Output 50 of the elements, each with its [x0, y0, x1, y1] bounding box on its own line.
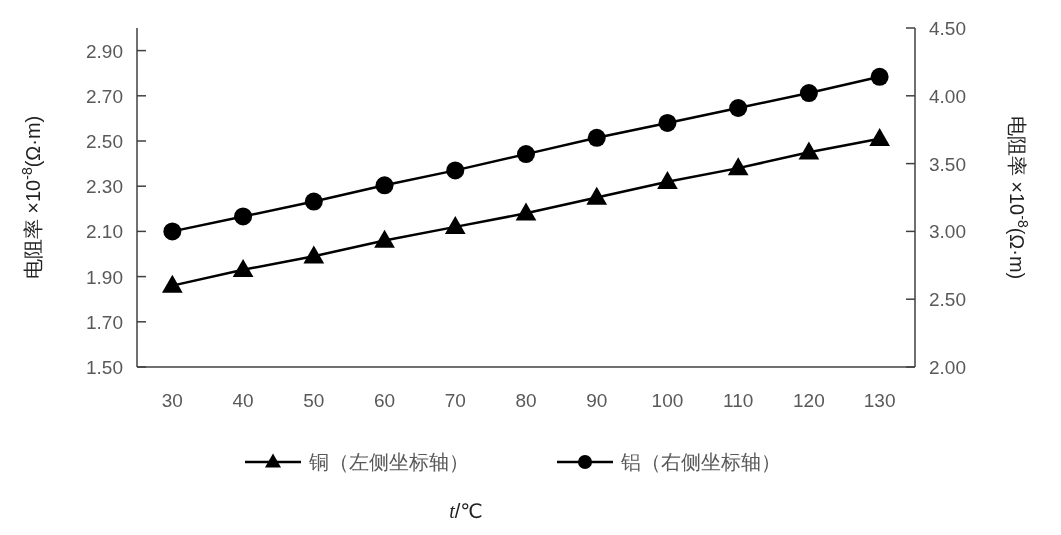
point — [234, 207, 253, 226]
x-tick-label: 130 — [863, 390, 896, 411]
y2-tick-label: 2.00 — [929, 357, 966, 378]
y-tick-label: 2.10 — [86, 221, 123, 243]
point — [729, 99, 748, 117]
x-tick-label: 90 — [586, 390, 608, 411]
y2-tick-label: 3.50 — [929, 153, 966, 175]
point — [515, 202, 537, 221]
point — [727, 157, 749, 176]
x-tick-label: 40 — [232, 390, 254, 411]
y2-tick-label: 4.50 — [929, 18, 966, 39]
x-tick-label: 80 — [515, 390, 537, 411]
point — [444, 216, 466, 235]
legend-label: 铝（右侧坐标轴） — [620, 451, 781, 473]
y-tick-label: 2.90 — [86, 40, 123, 62]
y2-tick-label: 4.00 — [929, 85, 966, 107]
point — [303, 245, 325, 264]
point — [587, 128, 606, 147]
y-tick-label: 1.50 — [86, 357, 123, 378]
point — [798, 141, 820, 160]
point — [374, 229, 395, 248]
point — [163, 222, 182, 241]
point — [657, 170, 678, 189]
x-tick-label: 70 — [444, 390, 466, 411]
x-tick-label: 100 — [651, 390, 684, 411]
point — [162, 274, 183, 293]
y2-tick-label: 2.50 — [929, 289, 966, 311]
legend-label: 铜（左侧坐标轴） — [308, 451, 469, 473]
x-tick-label: 50 — [303, 390, 325, 411]
x-axis-title: t/℃ — [449, 500, 483, 522]
point — [658, 113, 677, 132]
y-tick-label: 1.90 — [86, 266, 123, 288]
point — [870, 67, 889, 86]
point — [799, 84, 818, 103]
point — [232, 259, 254, 278]
y2-tick-label: 3.00 — [929, 221, 966, 243]
x-tick-label: 120 — [793, 390, 825, 411]
point — [375, 176, 394, 195]
point — [446, 161, 465, 180]
point — [304, 192, 323, 211]
x-tick-label: 110 — [723, 390, 754, 411]
y-tick-label: 1.70 — [86, 311, 123, 333]
point — [869, 127, 890, 146]
point — [517, 145, 535, 164]
y-tick-label: 2.70 — [86, 85, 123, 107]
x-tick-label: 30 — [161, 390, 183, 411]
y-tick-label: 2.30 — [86, 176, 123, 198]
x-tick-label: 60 — [373, 390, 396, 411]
point — [586, 186, 608, 205]
y-tick-label: 2.50 — [86, 131, 123, 152]
